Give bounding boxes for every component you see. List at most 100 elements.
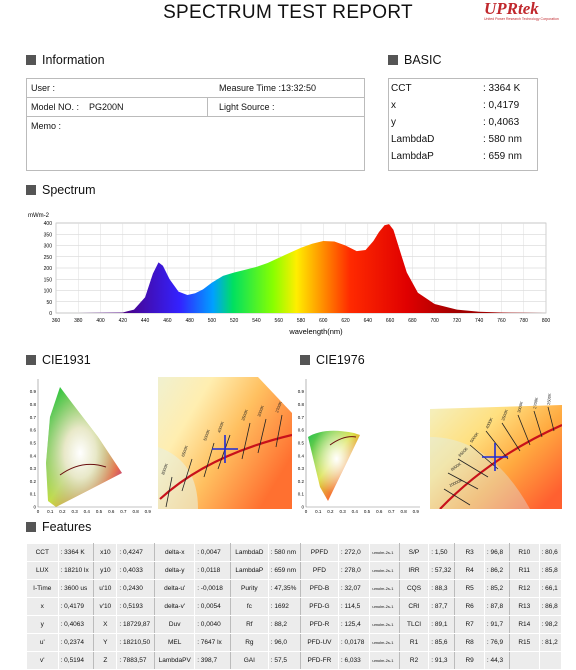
feature-value: : 18729,87 bbox=[116, 615, 156, 634]
cct-label: 2700K bbox=[532, 397, 539, 410]
feature-key: fc bbox=[229, 597, 269, 616]
x-tick-label: 540 bbox=[252, 318, 261, 324]
feature-value: : 0,5194 bbox=[57, 651, 95, 670]
cct-label: 2500K bbox=[546, 393, 552, 405]
logo-brand: UPRtek bbox=[484, 0, 539, 18]
x-tick-label: 620 bbox=[341, 318, 350, 324]
feature-key: u'10 bbox=[93, 579, 118, 598]
feature-unit: umolm-2s-1 bbox=[369, 615, 400, 634]
measure-time-label: Measure Time :13:32:50 bbox=[219, 83, 317, 93]
feature-key: LUX bbox=[26, 561, 59, 580]
feature-key: PFD-G bbox=[300, 597, 339, 616]
feature-key: R1 bbox=[398, 633, 430, 652]
feature-key: R5 bbox=[454, 579, 485, 598]
feature-key: LambdaP bbox=[229, 561, 269, 580]
cct-labels: 8000K 6500K 5000K 4000K 3500K 3000K 2700… bbox=[160, 400, 283, 475]
feature-value: : 580 nm bbox=[267, 543, 302, 562]
cie1976-heading: CIE1976 bbox=[300, 353, 365, 367]
information-panel: User : Measure Time :13:32:50 Model NO. … bbox=[26, 78, 365, 171]
feature-value: : 0,0047 bbox=[194, 543, 231, 562]
feature-value: : 91,7 bbox=[483, 615, 511, 634]
feature-value: : 3364 K bbox=[57, 543, 95, 562]
feature-key: CCT bbox=[26, 543, 59, 562]
feature-key: R4 bbox=[454, 561, 485, 580]
x-tick-label: 640 bbox=[364, 318, 373, 324]
feature-value: : 1692 bbox=[267, 597, 302, 616]
x-tick-label: 380 bbox=[74, 318, 83, 324]
x-tick-label: 360 bbox=[52, 318, 61, 324]
information-heading: Information bbox=[26, 53, 105, 67]
feature-value: : 85,6 bbox=[428, 633, 456, 652]
isotherm-lines bbox=[165, 414, 283, 508]
feature-key: R13 bbox=[509, 597, 540, 616]
feature-key: R8 bbox=[454, 633, 485, 652]
cct-label: 4000K bbox=[216, 420, 225, 433]
x-tick-label: 700 bbox=[430, 318, 439, 324]
planckian-locus bbox=[329, 436, 357, 446]
feature-key: LambdaD bbox=[229, 543, 269, 562]
y-tick-label: 0.7 bbox=[298, 415, 305, 420]
section-square-icon bbox=[388, 55, 398, 65]
feature-value: : 47,35% bbox=[267, 579, 302, 598]
feature-value: : 87,7 bbox=[428, 597, 456, 616]
x-tick-label: 0.2 bbox=[327, 509, 334, 514]
x-tick-label: 480 bbox=[185, 318, 194, 324]
spectrum-area bbox=[78, 224, 546, 313]
feature-value: : 272,0 bbox=[337, 543, 371, 562]
info-divider bbox=[207, 98, 208, 116]
feature-key: X bbox=[93, 615, 118, 634]
planckian-locus bbox=[159, 433, 292, 500]
feature-key: R6 bbox=[454, 597, 485, 616]
feature-unit: umolm-2s-1 bbox=[369, 597, 400, 616]
axis-lines bbox=[305, 379, 420, 508]
feature-key: R2 bbox=[398, 651, 430, 670]
feature-key: Y bbox=[93, 633, 118, 652]
x-tick-label: 0.8 bbox=[400, 509, 407, 514]
cct-labels: 10000K 8000K 6500K 5000K 4000K 3500K 300… bbox=[448, 393, 552, 488]
feature-key: v'10 bbox=[93, 597, 118, 616]
feature-value: : 0,4179 bbox=[57, 597, 95, 616]
features-row: I-Time: 3600 us u'10: 0,2430 delta-u': -0,… bbox=[26, 579, 563, 598]
feature-key: Rg bbox=[229, 633, 269, 652]
feature-value bbox=[538, 651, 563, 670]
logo-tagline: United Power Research Technology Corpora… bbox=[484, 17, 559, 21]
features-row: LUX: 18210 lx y10: 0,4033 delta-y: 0,0118 L… bbox=[26, 561, 563, 580]
feature-key: R10 bbox=[509, 543, 540, 562]
cct-label: 2700K bbox=[274, 400, 283, 413]
features-row: x: 0,4179 v'10: 0,5193 delta-v': 0,0054 fc:… bbox=[26, 597, 563, 616]
x-tick-label: 0.9 bbox=[413, 509, 420, 514]
info-row-model: Model NO. : PG200N Light Source : bbox=[27, 98, 364, 117]
feature-key: CQS bbox=[398, 579, 430, 598]
y-tick-label: 0.1 bbox=[30, 492, 37, 497]
x-tick-label: 0.1 bbox=[47, 509, 54, 514]
section-square-icon bbox=[26, 55, 36, 65]
feature-value: : 7883,57 bbox=[116, 651, 156, 670]
section-square-icon bbox=[26, 355, 36, 365]
x-tick-label: 580 bbox=[297, 318, 306, 324]
x-tick-label: 0.8 bbox=[132, 509, 139, 514]
features-row: u': 0,2374 Y: 18210,50 MEL: 7647 lx Rg: 96,… bbox=[26, 633, 563, 652]
report-title: SPECTRUM TEST REPORT bbox=[163, 2, 413, 23]
cie1931-zoom: 8000K 6500K 5000K 4000K 3500K 3000K 2700… bbox=[158, 377, 292, 509]
cie1976-diagram: 00 0.1 0.1 0.2 0.2 0.3 0.3 0.4 0.4 0.5 0.5 0.6 0.6 0.… bbox=[298, 379, 420, 514]
y-tick-label: 100 bbox=[44, 289, 53, 295]
feature-value: : 91,3 bbox=[428, 651, 456, 670]
cie1931-diagram: 00 0.1 0.1 0.2 0.2 0.3 0.3 0.4 0.4 0.5 0.5 0.6 0.6 0.… bbox=[30, 379, 152, 514]
user-label: User : bbox=[31, 83, 56, 93]
feature-key: delta-v' bbox=[154, 597, 196, 616]
feature-value: : 278,0 bbox=[337, 561, 371, 580]
feature-key: Purity bbox=[229, 579, 269, 598]
model-label: Model NO. : bbox=[31, 102, 80, 112]
cct-label: 3500K bbox=[240, 408, 249, 421]
feature-value: : 1,50 bbox=[428, 543, 456, 562]
feature-unit: umolm-2s-1 bbox=[369, 633, 400, 652]
measure-time-value: 13:32:50 bbox=[281, 83, 317, 93]
feature-value: : 0,0118 bbox=[194, 561, 231, 580]
feature-key: R12 bbox=[509, 579, 540, 598]
x-tick-label: 0.7 bbox=[120, 509, 127, 514]
feature-key: x bbox=[26, 597, 59, 616]
feature-key: R14 bbox=[509, 615, 540, 634]
x-tick-label: 560 bbox=[275, 318, 284, 324]
feature-value: : 0,4033 bbox=[116, 561, 156, 580]
